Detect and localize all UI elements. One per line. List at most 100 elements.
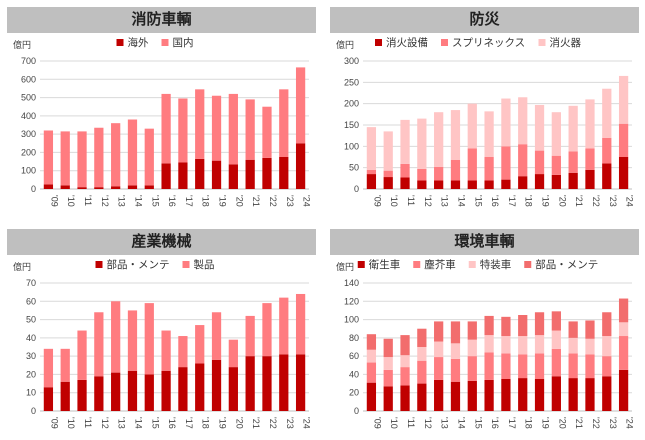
x-tick-label: '17 <box>507 417 517 429</box>
legend-label: 塵芥車 <box>424 258 456 271</box>
x-tick-label: '10 <box>66 417 76 429</box>
bar-segment <box>434 321 444 342</box>
x-tick-label: '14 <box>456 417 466 429</box>
y-tick-label: 100 <box>344 315 359 325</box>
x-tick-label: '12 <box>100 195 110 207</box>
legend-swatch <box>95 261 103 268</box>
x-tick-label: '15 <box>473 195 483 207</box>
bar-segment <box>111 372 121 411</box>
bar-segment <box>400 355 410 368</box>
bar-segment <box>501 146 511 180</box>
bar-segment <box>450 110 461 160</box>
bar-segment <box>484 352 494 380</box>
bar-segment <box>245 315 255 357</box>
bar-segment <box>534 174 545 189</box>
bar-segment <box>94 312 104 377</box>
x-tick-label: '23 <box>608 195 618 207</box>
bar-segment <box>400 367 410 386</box>
y-tick-label: 0 <box>31 406 36 416</box>
bar-segment <box>195 363 205 411</box>
bar-segment <box>245 356 255 411</box>
legend-swatch <box>524 261 532 268</box>
x-tick-label: '15 <box>150 417 160 429</box>
y-tick-label: 200 <box>344 99 359 109</box>
x-tick-label: '22 <box>268 417 278 429</box>
bar-segment <box>585 99 595 149</box>
bar-segment <box>551 348 561 377</box>
bar-segment <box>178 98 188 163</box>
legend-swatch <box>357 261 365 268</box>
bar-segment <box>60 348 70 382</box>
x-tick-label: '11 <box>406 417 416 428</box>
bar-segment <box>450 381 461 411</box>
bar-segment <box>551 112 561 156</box>
bar-segment <box>467 339 477 357</box>
bar-segment <box>195 325 205 364</box>
bar-segment <box>295 354 306 411</box>
bar-segment <box>60 381 70 411</box>
legend-label: 部品・メンテ <box>107 258 170 271</box>
y-tick-label: 150 <box>344 120 359 130</box>
bar-segment <box>484 335 494 353</box>
x-tick-label: '16 <box>167 417 177 429</box>
bar-segment <box>484 111 494 157</box>
x-tick-label: '10 <box>66 195 76 207</box>
bar-segment <box>602 163 612 189</box>
bar-segment <box>484 379 494 411</box>
legend-swatch <box>116 39 124 46</box>
bar-segment <box>534 104 545 151</box>
bar-segment <box>518 97 528 145</box>
bar-segment <box>467 148 477 181</box>
x-tick-label: '14 <box>456 195 466 207</box>
bar-segment <box>383 131 393 171</box>
bar-segment <box>279 157 289 189</box>
bar-segment <box>618 298 629 323</box>
bar-segment <box>144 128 154 186</box>
y-tick-label: 20 <box>26 369 36 379</box>
x-tick-label: '18 <box>524 417 534 429</box>
x-tick-label: '09 <box>49 417 59 429</box>
x-tick-label: '11 <box>83 417 93 428</box>
y-tick-label: 0 <box>31 184 36 194</box>
legend-swatch <box>538 39 546 46</box>
bar-segment <box>366 362 377 383</box>
bar-segment <box>262 157 272 189</box>
y-axis-unit-label: 億円 <box>13 261 31 272</box>
y-tick-label: 400 <box>21 111 36 121</box>
y-tick-label: 50 <box>26 315 36 325</box>
x-tick-label: '19 <box>218 417 228 429</box>
x-tick-label: '16 <box>167 195 177 207</box>
bar-segment <box>568 337 578 354</box>
bar-segment <box>295 143 306 189</box>
bar-segment <box>585 378 595 411</box>
chart-fire-vehicles: 億円 0 100 200 300 400 500 600 700 '09 '10 '11 '12 '13 '… <box>13 36 312 207</box>
bar-segment <box>518 378 528 411</box>
bar-segment <box>450 180 461 189</box>
bar-segment <box>568 172 578 189</box>
bar-segment <box>211 95 222 161</box>
x-tick-label: '15 <box>473 417 483 429</box>
x-tick-label: '10 <box>389 417 399 429</box>
bar-segment <box>245 99 255 160</box>
chart-panel-fire-vehicles: 消防車輌 億円 0 100 200 300 400 500 600 700 '09 '10 '11 '1… <box>7 7 316 217</box>
y-axis-unit-label: 億円 <box>336 261 354 272</box>
legend-swatch <box>468 261 476 268</box>
bar-segment <box>43 184 54 189</box>
x-tick-label: '14 <box>133 417 143 429</box>
x-tick-label: '13 <box>117 195 127 207</box>
bar-segment <box>400 335 410 356</box>
y-tick-label: 0 <box>354 184 359 194</box>
x-tick-label: '20 <box>557 417 567 429</box>
x-tick-label: '18 <box>201 195 211 207</box>
x-tick-label: '10 <box>389 195 399 207</box>
chart-title: 消防車輌 <box>7 7 316 33</box>
legend-swatch <box>375 39 382 46</box>
bar-segment <box>60 131 70 186</box>
x-tick-label: '17 <box>507 195 517 207</box>
chart-industrial-machinery: 億円 0 10 20 30 40 50 60 70 '09 '10 '11 '12 '13 '14 '15 '1… <box>13 258 312 429</box>
bar-segment <box>245 159 255 189</box>
x-tick-label: '09 <box>372 195 382 207</box>
x-tick-label: '13 <box>440 417 450 429</box>
bar-segment <box>127 185 138 189</box>
bar-segment <box>127 119 138 186</box>
